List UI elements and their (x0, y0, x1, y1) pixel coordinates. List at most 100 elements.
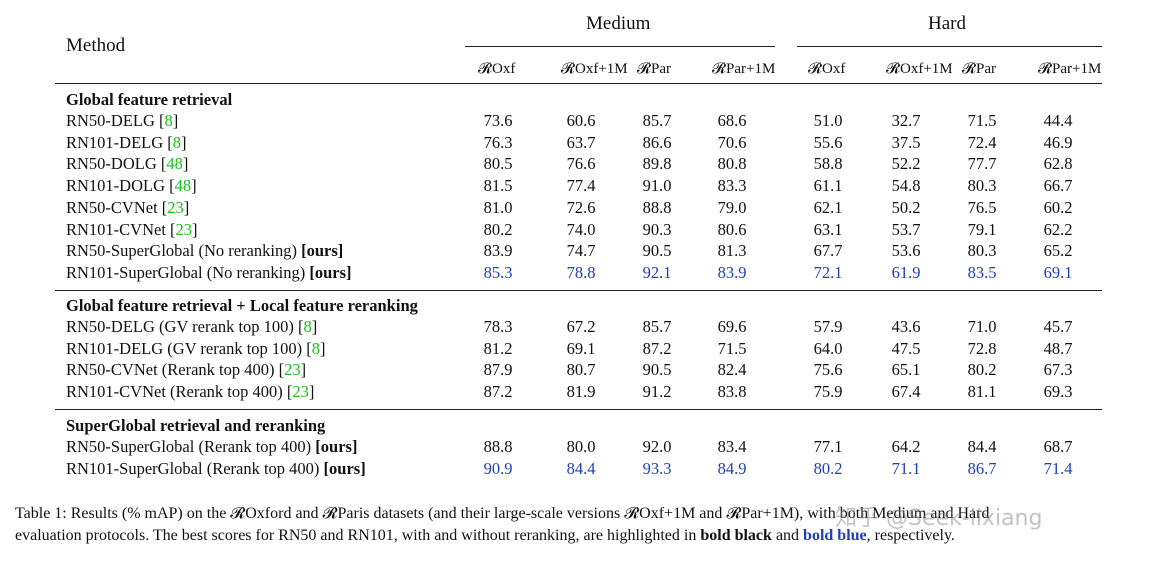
method-label: RN101-SuperGlobal (Rerank top 400) (66, 458, 324, 478)
section-title: Global feature retrieval + Local feature… (66, 296, 418, 315)
citation-link[interactable]: 8 (311, 338, 321, 358)
ours-tag: [ours] (323, 458, 366, 478)
table-caption-line-2: evaluation protocols. The best scores fo… (15, 525, 955, 547)
table-cell: 80.3 (967, 176, 997, 196)
table-cell: 72.6 (566, 197, 596, 217)
table-cell: 77.4 (566, 176, 596, 196)
table-cell: 76.3 (483, 132, 513, 152)
citation-bracket: ] (320, 338, 326, 358)
medium-header: Medium (586, 13, 651, 34)
table-cell: 83.9 (717, 262, 747, 282)
method-name: RN101-DELG (GV rerank top 100) [8] (66, 339, 326, 359)
table-cell: 67.3 (1043, 360, 1073, 380)
section-title: SuperGlobal retrieval and reranking (66, 416, 326, 435)
table-cell: 83.4 (717, 437, 747, 456)
method-label: RN50-DELG (GV rerank top 100) [ (66, 317, 304, 336)
method-label: RN101-CVNet [ (66, 219, 176, 239)
method-label: RN101-DELG [ (66, 132, 173, 152)
table-cell: 70.6 (717, 132, 747, 152)
table-cell: 54.8 (891, 176, 921, 196)
table-cell: 62.2 (1043, 219, 1073, 239)
method-label: RN50-CVNet (Rerank top 400) [ (66, 360, 285, 380)
caption-end: , respectively. (866, 527, 955, 544)
table-cell: 81.5 (483, 176, 513, 196)
method-label: RN50-SuperGlobal (No reranking) (66, 241, 302, 261)
table-cell: 85.3 (483, 262, 513, 282)
citation-bracket: ] (300, 360, 307, 380)
column-header: 𝓡Par (637, 61, 672, 77)
table-cell: 88.8 (483, 437, 513, 456)
citation-link[interactable]: 23 (167, 197, 184, 217)
table-cell: 63.7 (566, 132, 596, 152)
table-cell: 71.0 (967, 317, 997, 336)
table-cell: 64.0 (813, 338, 843, 358)
table-cell: 83.8 (717, 382, 747, 402)
table-cell: 92.0 (642, 437, 672, 456)
citation-link[interactable]: 8 (172, 132, 182, 152)
table-cell: 73.6 (483, 111, 513, 130)
table-cell: 67.4 (891, 382, 921, 402)
table-cell: 46.9 (1043, 132, 1073, 152)
method-label: RN101-DELG (GV rerank top 100) [ (66, 338, 312, 358)
citation-bracket: ] (191, 176, 197, 196)
table-cell: 69.3 (1043, 382, 1073, 402)
table-cell: 32.7 (891, 111, 921, 130)
table-cell: 88.8 (642, 197, 672, 217)
citation-link[interactable]: 48 (174, 176, 192, 196)
table-cell: 91.0 (642, 176, 672, 196)
table-cell: 81.3 (717, 241, 747, 261)
table-cell: 51.0 (813, 111, 843, 130)
table-cell: 77.1 (813, 437, 843, 456)
table-cell: 83.9 (483, 241, 513, 261)
citation-link[interactable]: 23 (284, 360, 301, 380)
citation-link[interactable]: 48 (166, 154, 183, 174)
table-cell: 87.2 (642, 338, 672, 358)
table-cell: 80.7 (566, 360, 596, 380)
column-header: 𝓡Par (962, 61, 997, 77)
method-name: RN50-DOLG [48] (66, 154, 188, 174)
table-cell: 79.1 (967, 219, 997, 239)
table-cell: 83.3 (717, 176, 747, 196)
table-cell: 74.0 (566, 219, 596, 239)
method-label: RN50-CVNet [ (66, 197, 168, 217)
medium-underline (465, 46, 775, 47)
table-cell: 90.5 (642, 241, 672, 261)
ours-tag: [ours] (301, 241, 344, 261)
table-cell: 64.2 (891, 437, 921, 456)
method-name: RN101-SuperGlobal (Rerank top 400) [ours… (66, 459, 366, 479)
table-cell: 67.2 (566, 317, 596, 336)
section-rule-2 (55, 409, 1102, 411)
table-cell: 93.3 (642, 458, 672, 478)
table-cell: 80.5 (483, 154, 513, 174)
table-cell: 76.6 (566, 154, 596, 174)
table-cell: 44.4 (1043, 111, 1073, 130)
table-cell: 75.6 (813, 360, 843, 380)
citation-link[interactable]: 8 (303, 317, 312, 336)
table-cell: 53.7 (891, 219, 921, 239)
caption-bold-black: bold black (700, 527, 772, 544)
citation-link[interactable]: 23 (175, 219, 193, 239)
method-label: RN101-CVNet (Rerank top 400) [ (66, 382, 293, 402)
table-cell: 62.8 (1043, 154, 1073, 174)
method-label: RN50-SuperGlobal (Rerank top 400) (66, 437, 316, 456)
table-cell: 80.8 (717, 154, 747, 174)
caption-part1: Table 1: Results (% mAP) on the 𝓡Oxford … (15, 505, 990, 522)
table-cell: 80.0 (566, 437, 596, 456)
table-cell: 86.7 (967, 458, 997, 478)
ours-tag: [ours] (309, 262, 352, 282)
table-cell: 83.5 (967, 262, 997, 282)
citation-link[interactable]: 8 (164, 111, 173, 130)
column-header: 𝓡Oxf+1M (561, 61, 628, 77)
method-name: RN50-SuperGlobal (No reranking) [ours] (66, 241, 343, 261)
table-cell: 86.6 (642, 132, 672, 152)
table-cell: 81.0 (483, 197, 513, 217)
citation-link[interactable]: 23 (292, 382, 309, 402)
table-cell: 85.7 (642, 317, 672, 336)
table-cell: 80.2 (483, 219, 513, 239)
table-cell: 65.1 (891, 360, 921, 380)
table-cell: 72.8 (967, 338, 997, 358)
table-cell: 71.5 (967, 111, 997, 130)
method-name: RN101-CVNet (Rerank top 400) [23] (66, 382, 314, 402)
table-cell: 71.1 (891, 458, 921, 478)
header-rule (55, 83, 1102, 85)
